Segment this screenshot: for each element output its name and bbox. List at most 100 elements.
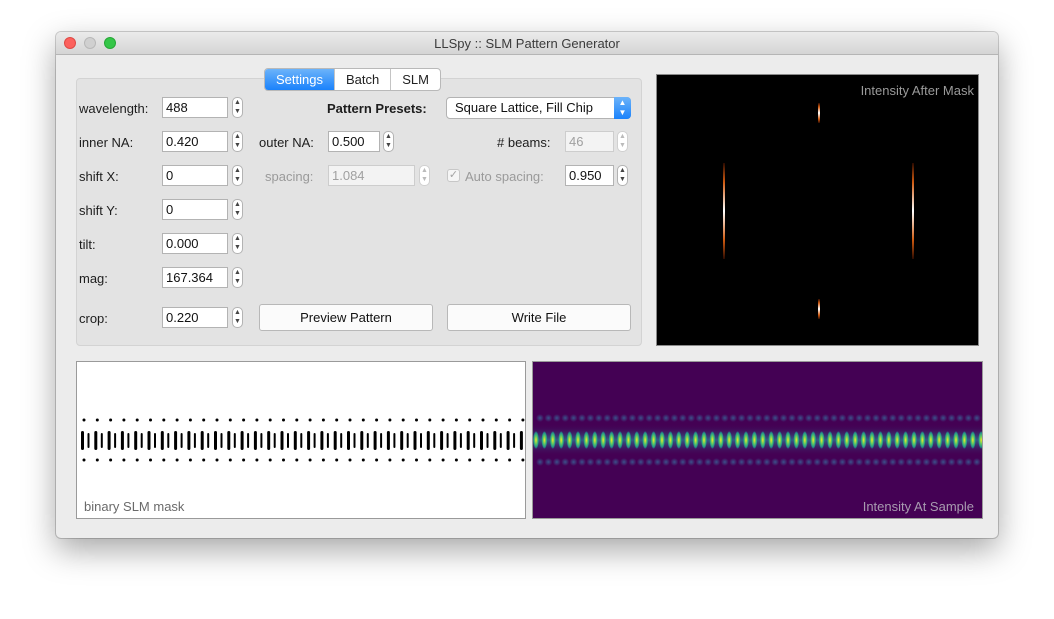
shift-y-stepper[interactable]: ▲ ▼ bbox=[232, 199, 243, 220]
slm-mask-bar bbox=[320, 431, 324, 450]
sample-spot bbox=[625, 431, 632, 449]
sample-sidelobe bbox=[905, 458, 914, 466]
sample-spot bbox=[961, 431, 968, 449]
sample-sidelobe bbox=[956, 414, 964, 422]
sample-spot bbox=[885, 431, 892, 449]
sample-sidelobe bbox=[939, 458, 948, 466]
slm-mask-bar bbox=[473, 433, 476, 448]
sample-sidelobe bbox=[687, 414, 696, 422]
slm-mask-dot bbox=[282, 418, 285, 422]
sample-sidelobe bbox=[779, 414, 788, 422]
sample-spot bbox=[827, 431, 833, 449]
sample-spot bbox=[902, 431, 909, 449]
intensity-after-mask-plot: Intensity After Mask bbox=[656, 74, 979, 346]
slm-mask-bar bbox=[160, 431, 164, 450]
outer-na-label: outer NA: bbox=[259, 135, 314, 150]
intensity-at-sample-plot: Intensity At Sample bbox=[532, 361, 983, 519]
tab-settings[interactable]: Settings bbox=[265, 69, 335, 90]
sample-sidelobe bbox=[695, 458, 704, 466]
sample-sidelobe bbox=[771, 414, 780, 422]
preview-pattern-button[interactable]: Preview Pattern bbox=[259, 304, 433, 331]
sample-spot bbox=[675, 431, 682, 449]
minimize-window-button[interactable] bbox=[84, 37, 96, 49]
slm-mask-bar bbox=[453, 431, 457, 450]
sample-sidelobe bbox=[578, 414, 586, 422]
sample-sidelobe bbox=[720, 458, 729, 466]
slm-mask-bar bbox=[267, 431, 271, 450]
outer-na-input[interactable]: 0.500 bbox=[328, 131, 380, 152]
sample-sidelobe bbox=[762, 414, 771, 422]
inner-na-stepper[interactable]: ▲ ▼ bbox=[232, 131, 243, 152]
shift-y-input[interactable]: 0 bbox=[162, 199, 228, 220]
sample-sidelobe bbox=[712, 458, 721, 466]
crop-input[interactable]: 0.220 bbox=[162, 307, 228, 328]
sample-spot bbox=[953, 431, 959, 449]
sample-spot bbox=[785, 431, 791, 449]
auto-spacing-checkbox[interactable]: ✓ bbox=[447, 169, 460, 182]
slm-mask-dot bbox=[375, 418, 379, 422]
sample-sidelobe bbox=[552, 458, 561, 466]
slm-mask-bar bbox=[193, 433, 196, 448]
slm-mask-bar bbox=[247, 433, 250, 448]
slm-mask-dot bbox=[82, 418, 86, 422]
slm-mask-dot bbox=[454, 458, 458, 462]
write-file-button[interactable]: Write File bbox=[447, 304, 631, 331]
slm-mask-dot bbox=[348, 418, 352, 422]
auto-spacing-stepper[interactable]: ▲ ▼ bbox=[617, 165, 628, 186]
sample-sidelobe bbox=[788, 458, 796, 466]
tilt-stepper[interactable]: ▲ ▼ bbox=[232, 233, 243, 254]
wavelength-stepper[interactable]: ▲ ▼ bbox=[232, 97, 243, 118]
crop-stepper[interactable]: ▲ ▼ bbox=[232, 307, 243, 328]
slm-mask-bar bbox=[486, 433, 489, 448]
shift-y-label: shift Y: bbox=[79, 203, 118, 218]
slm-mask-bar bbox=[340, 433, 343, 448]
slm-mask-bar bbox=[480, 431, 483, 450]
sample-sidelobe bbox=[830, 414, 838, 422]
pattern-presets-dropdown[interactable]: Square Lattice, Fill Chip ▲ ▼ bbox=[446, 97, 631, 119]
tab-slm[interactable]: SLM bbox=[402, 72, 429, 87]
sample-sidelobe bbox=[746, 458, 754, 466]
title-bar: LLSpy :: SLM Pattern Generator bbox=[56, 32, 998, 55]
sample-sidelobe bbox=[645, 458, 654, 466]
spacing-stepper[interactable]: ▲ ▼ bbox=[419, 165, 430, 186]
slm-mask-dot bbox=[468, 418, 472, 422]
slm-mask-dot bbox=[388, 458, 392, 462]
sample-spot bbox=[894, 431, 901, 449]
close-window-button[interactable] bbox=[64, 37, 76, 49]
sample-spot bbox=[835, 431, 842, 449]
outer-na-stepper[interactable]: ▲ ▼ bbox=[383, 131, 394, 152]
tab-batch[interactable]: Batch bbox=[335, 69, 392, 90]
beams-input[interactable]: 46 bbox=[565, 131, 614, 152]
sample-spot bbox=[869, 431, 875, 449]
shift-x-input[interactable]: 0 bbox=[162, 165, 228, 186]
tilt-input[interactable]: 0.000 bbox=[162, 233, 228, 254]
sample-spot bbox=[701, 431, 707, 449]
slm-mask-bar bbox=[140, 433, 143, 448]
tilt-label: tilt: bbox=[79, 237, 96, 252]
slm-mask-bar bbox=[326, 433, 329, 448]
sample-spot bbox=[692, 431, 699, 449]
zoom-window-button[interactable] bbox=[104, 37, 116, 49]
mag-stepper[interactable]: ▲ ▼ bbox=[232, 267, 243, 288]
inner-na-input[interactable]: 0.420 bbox=[162, 131, 228, 152]
mag-input[interactable]: 167.364 bbox=[162, 267, 228, 288]
slm-mask-dot bbox=[215, 418, 219, 422]
slm-mask-dot bbox=[348, 458, 352, 462]
sample-spot bbox=[978, 431, 982, 449]
window-title: LLSpy :: SLM Pattern Generator bbox=[434, 36, 620, 51]
sample-sidelobe bbox=[611, 414, 620, 422]
sample-sidelobe bbox=[872, 414, 880, 422]
spacing-label: spacing: bbox=[265, 169, 314, 184]
sample-spot bbox=[743, 431, 749, 449]
wavelength-input[interactable]: 488 bbox=[162, 97, 228, 118]
sample-sidelobe bbox=[964, 414, 973, 422]
wavelength-label: wavelength: bbox=[79, 101, 149, 116]
spacing-input[interactable]: 1.084 bbox=[328, 165, 415, 186]
slm-mask-bar bbox=[333, 431, 337, 450]
sample-sidelobe bbox=[678, 414, 687, 422]
auto-spacing-input[interactable]: 0.950 bbox=[565, 165, 614, 186]
slm-mask-dot bbox=[494, 458, 498, 462]
beams-stepper[interactable]: ▲ ▼ bbox=[617, 131, 628, 152]
slm-mask-dot bbox=[494, 418, 498, 422]
shift-x-stepper[interactable]: ▲ ▼ bbox=[232, 165, 243, 186]
